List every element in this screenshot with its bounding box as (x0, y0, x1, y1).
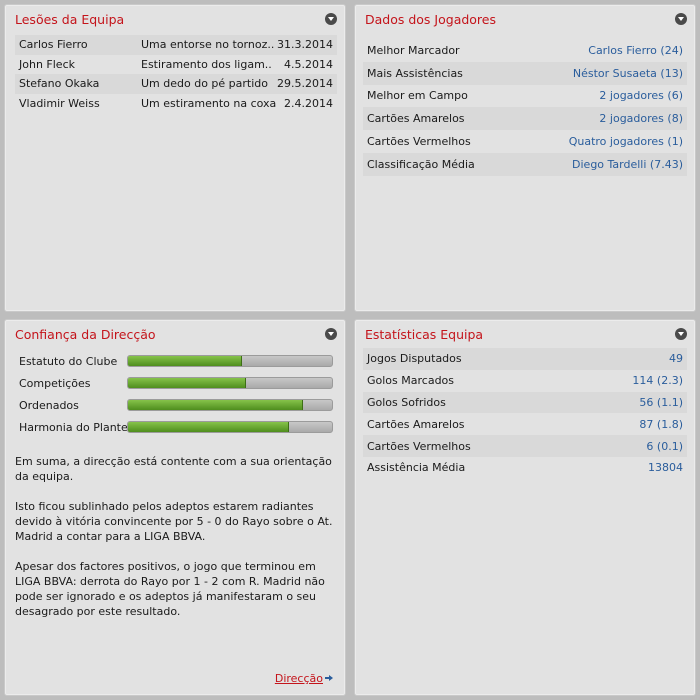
stat-value-link[interactable]: Carlos Fierro (24) (588, 43, 683, 57)
stat-label: Assistência Média (367, 461, 466, 475)
injury-description: Uma entorse no tornoz.. (141, 38, 275, 52)
table-row[interactable]: John Fleck Estiramento dos ligam.. 4.5.2… (15, 55, 337, 75)
list-item: Classificação Média Diego Tardelli (7.43… (363, 152, 687, 176)
injury-return-date: 31.3.2014 (277, 38, 333, 52)
team-stats-list: Jogos Disputados 49 Golos Marcados 114 (… (363, 348, 687, 479)
injuries-list: Carlos Fierro Uma entorse no tornoz.. 31… (15, 35, 337, 113)
list-item: Cartões Vermelhos 6 (0.1) (363, 435, 687, 457)
team-stats-panel-title: Estatísticas Equipa (365, 327, 484, 342)
injury-return-date: 2.4.2014 (284, 96, 333, 110)
confidence-bar-row: Ordenados (19, 394, 337, 416)
table-row[interactable]: Stefano Okaka Um dedo do pé partido 29.5… (15, 74, 337, 94)
stat-value-link[interactable]: Néstor Susaeta (13) (572, 66, 683, 80)
confidence-bar-fill (128, 422, 290, 432)
list-item: Jogos Disputados 49 (363, 348, 687, 370)
stat-value: 114 (2.3) (632, 374, 683, 388)
confidence-bar-track (127, 377, 333, 389)
board-link[interactable]: Direcção (275, 672, 333, 685)
table-row[interactable]: Carlos Fierro Uma entorse no tornoz.. 31… (15, 35, 337, 55)
stat-value-link[interactable]: Quatro jogadores (1) (568, 135, 683, 149)
arrow-right-icon (325, 675, 333, 681)
injury-return-date: 29.5.2014 (277, 77, 333, 91)
confidence-bar-track (127, 399, 333, 411)
injury-player-name[interactable]: Vladimir Weiss (19, 96, 100, 110)
stat-value-link[interactable]: 2 jogadores (8) (599, 112, 683, 126)
player-data-list: Melhor Marcador Carlos Fierro (24) Mais … (363, 39, 687, 176)
injury-description: Estiramento dos ligam.. (141, 57, 272, 71)
confidence-bar-fill (128, 400, 304, 410)
stat-value: 6 (0.1) (646, 439, 683, 453)
board-confidence-panel-title: Confiança da Direcção (15, 327, 156, 342)
injury-return-date: 4.5.2014 (284, 57, 333, 71)
confidence-bar-label: Harmonia do Plantel (19, 420, 131, 434)
table-row[interactable]: Vladimir Weiss Um estiramento na coxa 2.… (15, 94, 337, 114)
panel-menu-chevron-icon[interactable] (675, 13, 687, 25)
confidence-bar-track (127, 355, 333, 367)
stat-value-link[interactable]: 2 jogadores (6) (599, 89, 683, 103)
board-link-label[interactable]: Direcção (274, 672, 323, 685)
confidence-bar-track (127, 421, 333, 433)
list-item: Golos Sofridos 56 (1.1) (363, 391, 687, 414)
stat-label: Melhor em Campo (367, 89, 468, 103)
injuries-panel: Lesões da Equipa Carlos Fierro Uma entor… (4, 4, 346, 312)
confidence-bar-fill (128, 378, 247, 388)
list-item: Melhor Marcador Carlos Fierro (24) (363, 39, 687, 62)
stat-label: Cartões Vermelhos (367, 439, 471, 453)
injury-player-name[interactable]: Carlos Fierro (19, 38, 88, 52)
panel-menu-chevron-icon[interactable] (325, 328, 337, 340)
list-item: Golos Marcados 114 (2.3) (363, 370, 687, 392)
stat-label: Mais Assistências (367, 66, 463, 80)
list-item: Mais Assistências Néstor Susaeta (13) (363, 61, 687, 85)
player-data-panel-title: Dados dos Jogadores (365, 12, 496, 27)
injury-description: Um estiramento na coxa (141, 96, 277, 110)
player-data-panel: Dados dos Jogadores Melhor Marcador Carl… (354, 4, 696, 312)
confidence-bar-row: Harmonia do Plantel (19, 416, 337, 438)
stat-label: Jogos Disputados (367, 352, 462, 366)
stat-label: Golos Sofridos (367, 395, 446, 409)
confidence-bars: Estatuto do Clube Competições Ordenados … (19, 350, 337, 438)
injuries-panel-title: Lesões da Equipa (15, 12, 125, 27)
confidence-bar-label: Ordenados (19, 398, 79, 412)
stat-label: Cartões Vermelhos (367, 135, 471, 149)
stat-value-link[interactable]: Diego Tardelli (7.43) (572, 157, 683, 171)
injury-player-name[interactable]: Stefano Okaka (19, 77, 100, 91)
stat-value: 56 (1.1) (639, 395, 683, 409)
list-item: Cartões Amarelos 87 (1.8) (363, 413, 687, 435)
list-item: Cartões Amarelos 2 jogadores (8) (363, 107, 687, 131)
confidence-bar-row: Competições (19, 372, 337, 394)
summary-paragraph: Isto ficou sublinhado pelos adeptos esta… (15, 500, 333, 543)
summary-paragraph: Apesar dos factores positivos, o jogo qu… (15, 560, 325, 618)
confidence-summary: Em suma, a direcção está contente com a … (15, 454, 337, 634)
team-stats-panel: Estatísticas Equipa Jogos Disputados 49 … (354, 319, 696, 696)
stat-label: Classificação Média (367, 157, 475, 171)
stat-label: Melhor Marcador (367, 43, 460, 57)
stat-label: Cartões Amarelos (367, 112, 465, 126)
stat-value: 49 (669, 352, 683, 366)
list-item: Assistência Média 13804 (363, 457, 687, 479)
board-confidence-panel: Confiança da Direcção Estatuto do Clube … (4, 319, 346, 696)
list-item: Melhor em Campo 2 jogadores (6) (363, 85, 687, 108)
confidence-bar-fill (128, 356, 243, 366)
list-item: Cartões Vermelhos Quatro jogadores (1) (363, 130, 687, 153)
injury-description: Um dedo do pé partido (141, 77, 269, 91)
confidence-bar-label: Estatuto do Clube (19, 354, 118, 368)
panel-menu-chevron-icon[interactable] (675, 328, 687, 340)
injury-player-name[interactable]: John Fleck (19, 57, 75, 71)
stat-value: 87 (1.8) (639, 417, 683, 431)
panel-menu-chevron-icon[interactable] (325, 13, 337, 25)
stat-value: 13804 (648, 461, 683, 475)
stat-label: Golos Marcados (367, 374, 455, 388)
summary-paragraph: Em suma, a direcção está contente com a … (15, 455, 332, 483)
confidence-bar-label: Competições (19, 376, 91, 390)
confidence-bar-row: Estatuto do Clube (19, 350, 337, 372)
stat-label: Cartões Amarelos (367, 417, 465, 431)
